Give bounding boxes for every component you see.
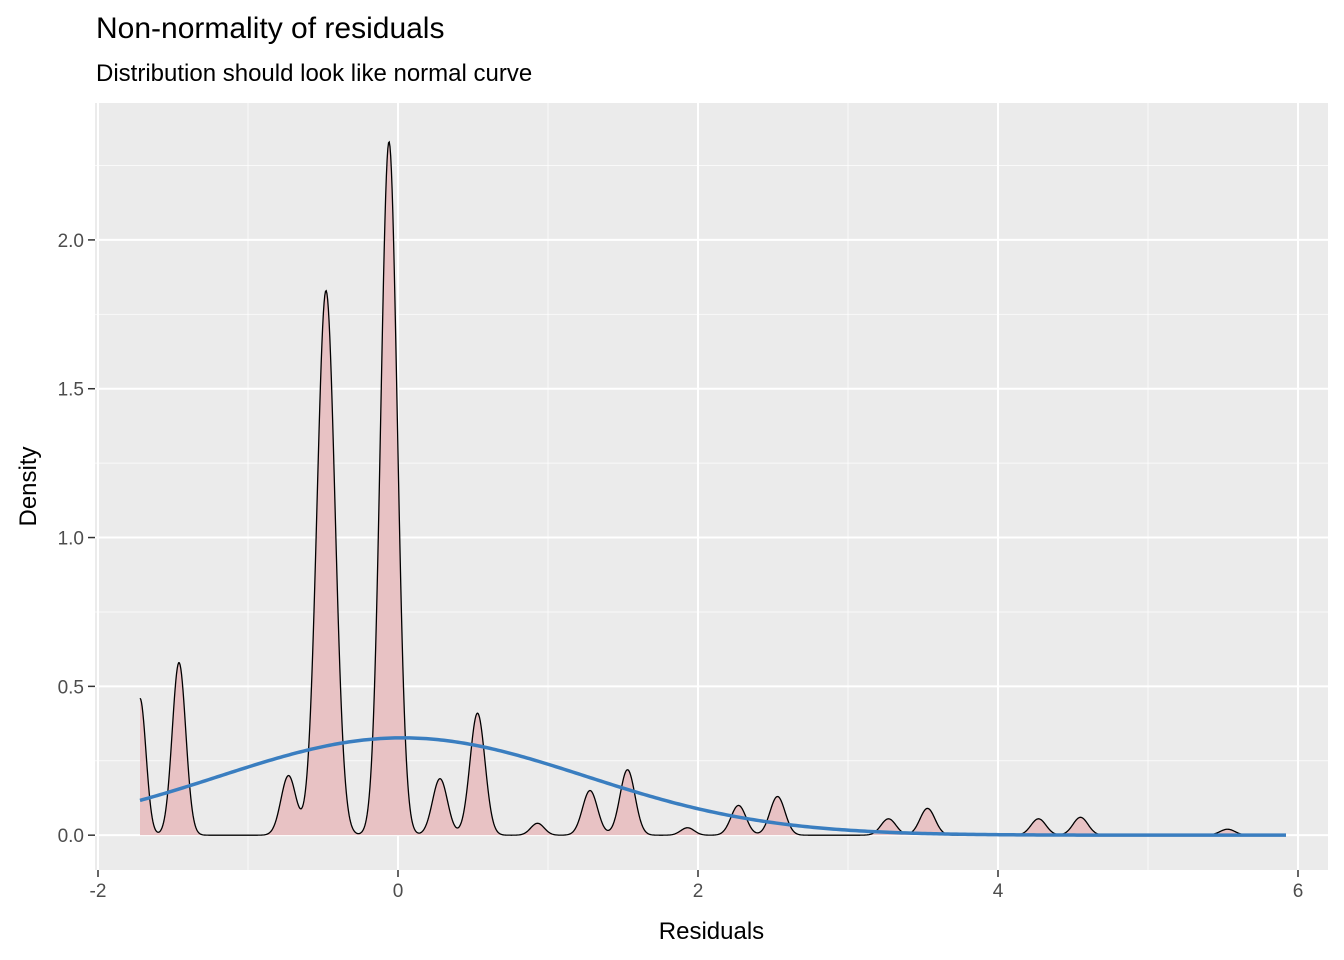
y-tick-label: 2.0	[58, 231, 84, 252]
density-line	[139, 140, 1286, 836]
minor-gridlines	[95, 103, 1328, 870]
y-axis-ticks: 0.0 0.5 1.0 1.5 2.0	[58, 231, 95, 847]
y-tick-label: 1.0	[58, 529, 84, 550]
y-tick-label: 0.0	[58, 826, 84, 847]
chart-title: Non-normality of residuals	[96, 12, 445, 45]
x-axis-title: Residuals	[659, 918, 764, 945]
y-axis-title: Density	[15, 446, 42, 526]
chart-subtitle: Distribution should look like normal cur…	[96, 60, 533, 87]
x-axis-ticks: -2 0 2 4 6	[90, 870, 1304, 902]
y-tick-label: 0.5	[58, 677, 84, 698]
normal-curve-line	[139, 736, 1286, 837]
x-tick-label: 6	[1293, 881, 1304, 902]
x-tick-label: -2	[90, 881, 107, 902]
y-tick-label: 1.5	[58, 380, 84, 401]
x-tick-label: 4	[993, 881, 1004, 902]
plot-panel	[95, 103, 1328, 870]
x-tick-label: 0	[393, 881, 404, 902]
x-tick-label: 2	[693, 881, 704, 902]
